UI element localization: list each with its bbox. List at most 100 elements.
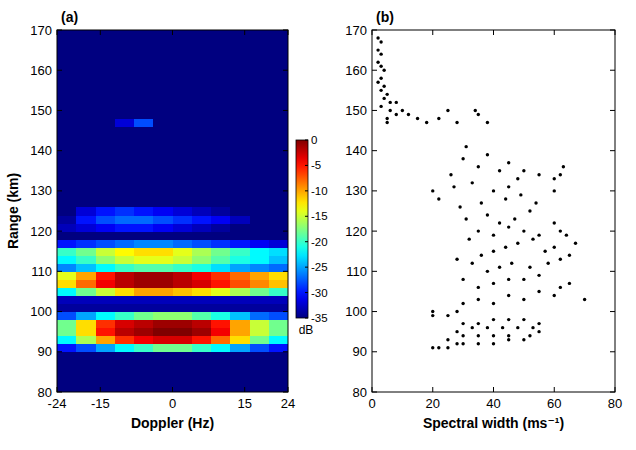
heatmap-cell [173, 271, 193, 280]
heatmap-cell [230, 263, 250, 272]
scatter-point [537, 322, 540, 325]
scatter-point [492, 250, 495, 253]
heatmap-cell [76, 151, 96, 160]
y-tick-label: 120 [345, 224, 367, 239]
heatmap-cell [134, 336, 154, 345]
heatmap-cell [134, 46, 154, 55]
scatter-point [477, 229, 480, 232]
heatmap-cell [230, 118, 250, 127]
heatmap-cell [153, 376, 173, 385]
heatmap-cell [173, 54, 193, 63]
scatter-point [449, 173, 452, 176]
heatmap-cell [153, 320, 173, 329]
heatmap-cell [192, 344, 212, 353]
heatmap-cell [153, 312, 173, 321]
scatter-point [565, 233, 568, 236]
heatmap-cell [153, 287, 173, 296]
heatmap-cell [96, 247, 116, 256]
y-tick [610, 271, 615, 272]
y-tick [610, 190, 615, 191]
heatmap-cell [192, 320, 212, 329]
heatmap-cell [96, 360, 116, 369]
heatmap-cell [76, 336, 96, 345]
heatmap-cell [269, 344, 288, 353]
heatmap-cell [269, 110, 288, 119]
heatmap-cell [153, 384, 173, 392]
heatmap-cell [211, 38, 231, 47]
heatmap-cell [115, 94, 135, 103]
heatmap-cell [115, 86, 135, 95]
scatter-point [385, 121, 388, 124]
heatmap-cell [173, 207, 193, 216]
scatter-point [492, 282, 495, 285]
heatmap-cell [211, 279, 231, 288]
heatmap-cell [173, 279, 193, 288]
heatmap-cell [269, 102, 288, 111]
colorbar-tick-label: -30 [311, 287, 328, 299]
heatmap-cell [230, 94, 250, 103]
y-tick-label: 160 [30, 63, 52, 78]
scatter-point [464, 217, 467, 220]
scatter-point [455, 258, 458, 261]
heatmap-cell [153, 54, 173, 63]
heatmap-cell [173, 199, 193, 208]
colorbar-tick-label: 0 [311, 134, 317, 146]
scatter-point [486, 121, 489, 124]
heatmap-cell [250, 376, 270, 385]
heatmap-cell [115, 312, 135, 321]
heatmap-cell [250, 247, 270, 256]
heatmap-cell [76, 167, 96, 176]
heatmap-cell [115, 118, 135, 127]
heatmap-cell [76, 231, 96, 240]
heatmap-cell [211, 336, 231, 345]
x-tick [432, 30, 433, 35]
heatmap-cell [211, 30, 231, 39]
scatter-point [385, 117, 388, 120]
heatmap-cell [153, 94, 173, 103]
heatmap-cell [250, 118, 270, 127]
scatter-point [437, 346, 440, 349]
heatmap-cell [134, 151, 154, 160]
x-tick [172, 387, 173, 392]
heatmap-cell [76, 263, 96, 272]
heatmap-cell [76, 312, 96, 321]
heatmap-cell [230, 352, 250, 361]
y-tick [372, 30, 377, 31]
heatmap-cell [192, 263, 212, 272]
heatmap-cell [115, 38, 135, 47]
scatter-point [455, 121, 458, 124]
heatmap-cell [134, 287, 154, 296]
heatmap-cell [211, 231, 231, 240]
heatmap-cell [134, 191, 154, 200]
heatmap-cell [134, 304, 154, 313]
scatter-point [477, 298, 480, 301]
x-tick [288, 30, 289, 35]
heatmap-cell [96, 78, 116, 87]
scatter-point [389, 101, 392, 104]
y-tick-label: 120 [30, 224, 52, 239]
heatmap-cell [173, 86, 193, 95]
scatter-point [531, 237, 534, 240]
heatmap-cell [192, 312, 212, 321]
y-tick [57, 392, 62, 393]
heatmap-cell [250, 102, 270, 111]
heatmap-cell [115, 271, 135, 280]
y-tick [610, 110, 615, 111]
heatmap-cell [134, 215, 154, 224]
heatmap-cell [173, 62, 193, 71]
heatmap-cell [192, 376, 212, 385]
heatmap-cell [250, 320, 270, 329]
heatmap-cell [115, 70, 135, 79]
x-tick [493, 387, 494, 392]
heatmap-cell [269, 46, 288, 55]
plot-frame [57, 30, 288, 392]
heatmap-cell [230, 328, 250, 337]
figure: -24-15015248090100110120130140150160170D… [0, 0, 636, 450]
heatmap-cell [57, 368, 77, 377]
heatmap-cell [211, 143, 231, 152]
heatmap-cell [115, 46, 135, 55]
heatmap-cell [115, 159, 135, 168]
heatmap-cell [115, 151, 135, 160]
heatmap-cell [211, 135, 231, 144]
heatmap-cell [173, 78, 193, 87]
